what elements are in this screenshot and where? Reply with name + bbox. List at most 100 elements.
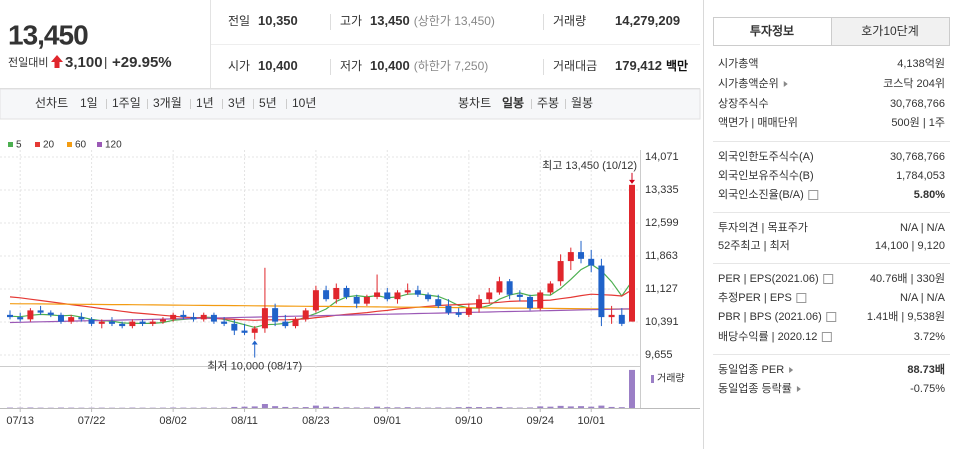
candle-tab[interactable]: 주봉 <box>537 96 559 110</box>
info-label: 동일업종 PER <box>718 362 784 376</box>
arrow-icon[interactable] <box>796 386 801 392</box>
candle-body <box>353 296 360 304</box>
period-tab[interactable]: 5년 <box>259 96 277 110</box>
candle-body <box>312 290 319 311</box>
help-icon[interactable] <box>821 332 832 342</box>
legend-swatch <box>35 142 40 147</box>
candle-body <box>251 328 258 333</box>
info-tab-label[interactable]: 호가10단계 <box>861 24 919 38</box>
tab-inactive[interactable] <box>831 17 950 46</box>
high-annotation: 최고 13,450 (10/12) <box>542 159 637 172</box>
volume-bar <box>598 405 605 408</box>
volume-bar <box>241 406 248 408</box>
stat-label: 고가 <box>340 14 362 28</box>
info-label: PBR | BPS (2021.06) <box>718 311 822 323</box>
period-tab[interactable]: 10년 <box>292 96 316 110</box>
help-icon[interactable] <box>826 312 837 322</box>
candle-body <box>404 290 411 293</box>
candle-body <box>343 287 350 297</box>
candle-body <box>282 321 289 327</box>
period-tab[interactable]: 1년 <box>196 96 214 110</box>
legend-label: 120 <box>105 140 122 151</box>
x-tick-label: 08/23 <box>302 415 330 427</box>
info-value: 1,784,053 <box>896 170 945 182</box>
arrow-head <box>251 340 258 345</box>
y-tick-label: 11,127 <box>645 283 678 295</box>
period-tab[interactable]: 1일 <box>80 96 98 110</box>
candle-body <box>180 314 187 318</box>
legend-label: 60 <box>75 140 87 151</box>
help-icon[interactable] <box>808 190 819 200</box>
volume-label: 거래량 <box>657 373 685 385</box>
period-tab[interactable]: 3년 <box>228 96 246 110</box>
info-label: 외국인보유주식수(B) <box>718 169 814 182</box>
stat-number: 10,350 <box>258 13 298 28</box>
legend-label: 5 <box>16 140 22 151</box>
info-label: 외국인소진율(B/A) <box>718 188 804 201</box>
candle-body <box>629 184 635 322</box>
help-icon[interactable] <box>796 293 807 303</box>
legend-label: 20 <box>43 140 55 151</box>
candle-tab[interactable]: 일봉 <box>502 96 524 110</box>
volume-bar <box>353 407 360 408</box>
period-tab[interactable]: 3개월 <box>153 96 182 110</box>
candle-body <box>486 292 493 300</box>
y-tick-label: 9,655 <box>645 349 673 361</box>
volume-bar <box>629 369 635 408</box>
info-tab-label[interactable]: 투자정보 <box>750 23 794 38</box>
candle-body <box>88 319 95 324</box>
volume-bar <box>343 407 350 408</box>
x-tick-label: 07/22 <box>78 415 106 427</box>
candle-body <box>119 323 126 327</box>
candle-body <box>7 314 13 318</box>
volume-bar <box>486 407 493 408</box>
candle-body <box>425 294 432 300</box>
volume-bar <box>302 407 309 408</box>
arrow-icon[interactable] <box>783 81 788 87</box>
volume-bar <box>567 406 574 408</box>
period-tab[interactable]: 1주일 <box>112 96 141 110</box>
volume-bar <box>414 407 421 408</box>
volume-bar <box>618 407 625 408</box>
candle-body <box>200 314 207 320</box>
volume-bar <box>476 407 483 408</box>
candle-body <box>57 314 64 322</box>
candle-body <box>221 321 228 324</box>
candle-body <box>598 265 605 318</box>
candle-body <box>455 312 462 315</box>
help-icon[interactable] <box>823 274 834 284</box>
candle-body <box>547 283 554 293</box>
stat-note: (상한가 13,450) <box>414 14 495 28</box>
candle-body <box>333 287 340 300</box>
moving-average <box>9 308 633 324</box>
stat-number: 14,279,209 <box>615 13 680 28</box>
candle-body <box>98 321 105 324</box>
stat-number: 10,400 <box>258 58 298 73</box>
candle-body <box>567 252 574 262</box>
candle-body <box>149 321 156 324</box>
info-value: -0.75% <box>910 383 945 395</box>
info-label: 시가총액순위 <box>718 77 779 90</box>
info-label: 동일업종 등락률 <box>718 381 792 395</box>
tab-active[interactable] <box>713 17 832 46</box>
candle-body <box>496 281 503 293</box>
candle-tab[interactable]: 월봉 <box>571 96 593 110</box>
info-label: 액면가 | 매매단위 <box>718 116 798 129</box>
tab-group-label: 봉차트 <box>458 96 491 110</box>
candle-body <box>527 296 534 309</box>
stat-unit: 백만 <box>666 58 688 73</box>
info-value: N/A | N/A <box>900 292 946 304</box>
volume-bar <box>394 407 401 408</box>
info-value: 30,768,766 <box>890 151 945 163</box>
candle-body <box>231 323 238 331</box>
volume-bar <box>282 406 289 408</box>
volume-bar <box>363 407 370 408</box>
arrow-icon[interactable] <box>789 367 794 373</box>
info-value: 40.76배 | 330원 <box>870 272 945 285</box>
change: 3,100 <box>65 54 103 71</box>
stat-value: 13,450 (상한가 13,450) <box>370 13 495 28</box>
candle-body <box>272 308 279 322</box>
info-label: 추정PER | EPS <box>718 291 792 304</box>
